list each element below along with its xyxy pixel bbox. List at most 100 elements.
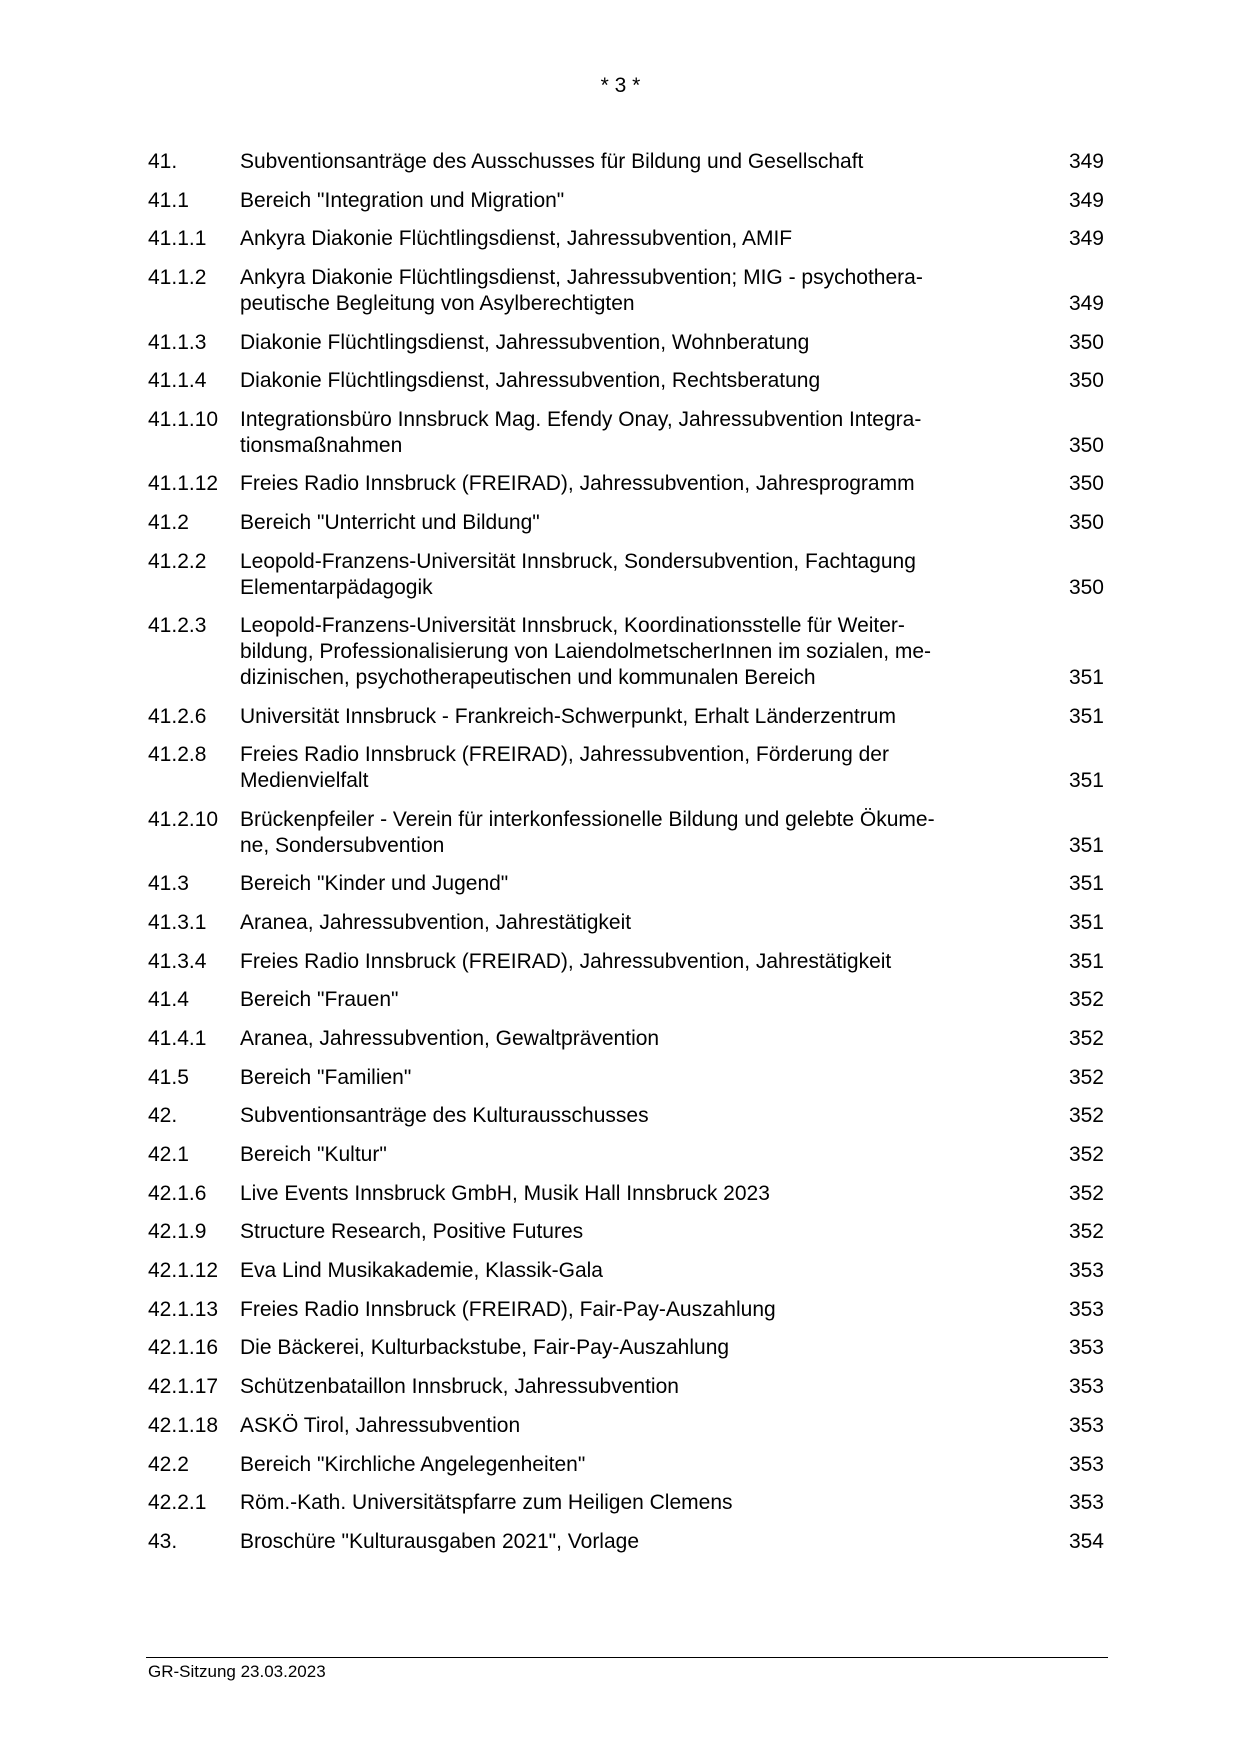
toc-entry-title: Bereich "Frauen" xyxy=(240,987,1044,1013)
toc-entry-number: 42.1 xyxy=(148,1143,189,1167)
toc-entry-title: Structure Research, Positive Futures xyxy=(240,1219,1044,1245)
toc-entry: 41.1 Bereich "Integration und Migration" 3… xyxy=(148,188,1104,214)
toc-entry-title-line: Bereich "Unterricht und Bildung" xyxy=(240,511,540,535)
toc-entry-title: ASKÖ Tirol, Jahressubvention xyxy=(240,1413,1044,1439)
toc-entry-title: Ankyra Diakonie Flüchtlingsdienst, Jahre… xyxy=(240,265,1044,317)
toc-entry-title: Röm.-Kath. Universitätspfarre zum Heilig… xyxy=(240,1490,1044,1516)
toc-entry-number: 42.1.17 xyxy=(148,1375,219,1399)
toc-entry-title: Universität Innsbruck - Frankreich-Schwe… xyxy=(240,704,1044,730)
toc-entry-title: Aranea, Jahressubvention, Jahrestätigkei… xyxy=(240,910,1044,936)
toc-entry: 41.1.2 Ankyra Diakonie Flüchtlingsdienst,… xyxy=(148,265,1104,317)
toc-entry-number: 43. xyxy=(148,1529,178,1553)
toc-entry-title-line: Freies Radio Innsbruck (FREIRAD), Jahres… xyxy=(240,949,892,973)
toc-entry-title-line: peutische Begleitung von Asylberechtigte… xyxy=(240,291,635,315)
toc-entry-number: 41.3.4 xyxy=(148,949,207,973)
toc-entry-page: 352 xyxy=(1068,1065,1104,1089)
toc-entry-title-line: Freies Radio Innsbruck (FREIRAD), Fair-P… xyxy=(240,1297,776,1321)
toc-entry-title-line: Universität Innsbruck - Frankreich-Schwe… xyxy=(240,704,896,728)
toc-entry-number: 42. xyxy=(148,1104,178,1128)
toc-entry: 42.1 Bereich "Kultur" 352 xyxy=(148,1142,1104,1168)
toc-entry-number: 41.2.2 xyxy=(148,549,207,573)
toc-entry-number: 41.1.4 xyxy=(148,369,207,393)
toc-entry-title: Aranea, Jahressubvention, Gewaltpräventi… xyxy=(240,1026,1044,1052)
toc-entry-title: Bereich "Integration und Migration" xyxy=(240,188,1044,214)
toc-entry-title: Bereich "Kinder und Jugend" xyxy=(240,871,1044,897)
toc-entry-page: 351 xyxy=(1068,872,1104,896)
toc-entry-number: 41.1.12 xyxy=(148,472,219,496)
toc-entry-page: 350 xyxy=(1068,511,1104,535)
toc-entry: 42.1.13 Freies Radio Innsbruck (FREIRAD),… xyxy=(148,1297,1104,1323)
toc-entry-title-line: tionsmaßnahmen xyxy=(240,433,403,457)
toc-entry: 41.1.4 Diakonie Flüchtlingsdienst, Jahres… xyxy=(148,368,1104,394)
toc-entry: 41.2.3 Leopold-Franzens-Universität Innsb… xyxy=(148,613,1104,690)
toc-entry-title-line: Medienvielfalt xyxy=(240,769,369,793)
toc-entry-title-line: Bereich "Familien" xyxy=(240,1065,412,1089)
toc-entry-page: 351 xyxy=(1068,704,1104,728)
toc-entry-page: 350 xyxy=(1068,575,1104,599)
toc-entry-title-line: Freies Radio Innsbruck (FREIRAD), Jahres… xyxy=(240,472,915,496)
toc-entry-title-line: Freies Radio Innsbruck (FREIRAD), Jahres… xyxy=(240,743,889,767)
toc-entry-page: 352 xyxy=(1068,1026,1104,1050)
toc-entry: 41.3 Bereich "Kinder und Jugend" 351 xyxy=(148,871,1104,897)
toc-entry: 41.4.1 Aranea, Jahressubvention, Gewaltpr… xyxy=(148,1026,1104,1052)
toc-entry-page: 353 xyxy=(1068,1375,1104,1399)
toc-entry-title-line: Subventionsanträge des Ausschusses für B… xyxy=(240,150,864,173)
toc-entry-page: 353 xyxy=(1068,1297,1104,1321)
toc-entry-title: Broschüre "Kulturausgaben 2021", Vorlage xyxy=(240,1529,1044,1555)
footer-divider xyxy=(146,1657,1108,1658)
toc-entry-page: 349 xyxy=(1068,227,1104,251)
toc-entry: 41.1.12 Freies Radio Innsbruck (FREIRAD),… xyxy=(148,471,1104,497)
toc-entry: 41.2.8 Freies Radio Innsbruck (FREIRAD), … xyxy=(148,742,1104,794)
toc-entry-page: 352 xyxy=(1068,1143,1104,1167)
page-number: * 3 * xyxy=(600,74,641,97)
toc-entry: 42.1.16 Die Bäckerei, Kulturbackstube, Fa… xyxy=(148,1335,1104,1361)
toc-entry-title: Integrationsbüro Innsbruck Mag. Efendy O… xyxy=(240,407,1044,459)
toc-entry-number: 42.1.6 xyxy=(148,1181,207,1205)
toc-entry-title: Schützenbataillon Innsbruck, Jahressubve… xyxy=(240,1374,1044,1400)
toc-entry-number: 41. xyxy=(148,150,178,173)
toc-entry-page: 350 xyxy=(1068,330,1104,354)
toc-entry-title-line: Subventionsanträge des Kulturausschusses xyxy=(240,1104,649,1128)
toc-entry: 41.1.3 Diakonie Flüchtlingsdienst, Jahres… xyxy=(148,330,1104,356)
toc-entry-number: 42.1.12 xyxy=(148,1259,219,1283)
toc-entry: 41.3.1 Aranea, Jahressubvention, Jahrestä… xyxy=(148,910,1104,936)
toc-entry: 41. Subventionsanträge des Ausschusses fü… xyxy=(148,149,1104,175)
toc-entry-page: 352 xyxy=(1068,1104,1104,1128)
toc-entry-title-line: Die Bäckerei, Kulturbackstube, Fair-Pay-… xyxy=(240,1336,730,1360)
toc-entry-title-line: Brückenpfeiler - Verein für interkonfess… xyxy=(240,807,935,831)
toc-entry: 41.4 Bereich "Frauen" 352 xyxy=(148,987,1104,1013)
toc-entry: 41.2.6 Universität Innsbruck - Frankreich… xyxy=(148,704,1104,730)
toc-entry-page: 354 xyxy=(1068,1529,1104,1553)
toc-entry-title-line: Eva Lind Musikakademie, Klassik-Gala xyxy=(240,1259,603,1283)
toc-entry-number: 41.3 xyxy=(148,872,189,896)
toc-entry-title-line: Röm.-Kath. Universitätspfarre zum Heilig… xyxy=(240,1491,733,1515)
toc-entry-title: Die Bäckerei, Kulturbackstube, Fair-Pay-… xyxy=(240,1335,1044,1361)
toc-entry-page: 351 xyxy=(1068,949,1104,973)
toc-entry-title: Diakonie Flüchtlingsdienst, Jahressubven… xyxy=(240,330,1044,356)
toc-entry-title-line: Aranea, Jahressubvention, Jahrestätigkei… xyxy=(240,910,632,934)
toc-entry-page: 353 xyxy=(1068,1413,1104,1437)
toc-entry-number: 41.1 xyxy=(148,188,189,212)
toc-entry: 41.3.4 Freies Radio Innsbruck (FREIRAD), … xyxy=(148,949,1104,975)
toc-entry-title: Freies Radio Innsbruck (FREIRAD), Jahres… xyxy=(240,471,1044,497)
toc-entry-page: 350 xyxy=(1068,369,1104,393)
toc-entry: 41.5 Bereich "Familien" 352 xyxy=(148,1065,1104,1091)
toc-entry-number: 41.2.10 xyxy=(148,807,219,831)
toc-entry: 42.1.18 ASKÖ Tirol, Jahressubvention 353 xyxy=(148,1413,1104,1439)
toc-entry-page: 352 xyxy=(1068,1220,1104,1244)
toc-entry-title-line: ne, Sondersubvention xyxy=(240,833,445,857)
toc-entry-title: Freies Radio Innsbruck (FREIRAD), Fair-P… xyxy=(240,1297,1044,1323)
toc-entry-title: Brückenpfeiler - Verein für interkonfess… xyxy=(240,807,1044,859)
toc-entry-number: 42.2.1 xyxy=(148,1491,207,1515)
toc-entry: 43. Broschüre "Kulturausgaben 2021", Vorl… xyxy=(148,1529,1104,1555)
toc-entry-number: 41.3.1 xyxy=(148,910,207,934)
table-of-contents: 41. Subventionsanträge des Ausschusses fü… xyxy=(148,149,1104,1568)
toc-entry-title-line: Ankyra Diakonie Flüchtlingsdienst, Jahre… xyxy=(240,266,923,290)
toc-entry-title: Subventionsanträge des Kulturausschusses xyxy=(240,1103,1044,1129)
toc-entry: 41.1.10 Integrationsbüro Innsbruck Mag. E… xyxy=(148,407,1104,459)
toc-entry-page: 351 xyxy=(1068,910,1104,934)
toc-entry-page: 350 xyxy=(1068,433,1104,457)
toc-entry-page: 350 xyxy=(1068,472,1104,496)
toc-entry-title-line: Structure Research, Positive Futures xyxy=(240,1220,584,1244)
toc-entry-title-line: dizinischen, psychotherapeutischen und k… xyxy=(240,665,816,689)
